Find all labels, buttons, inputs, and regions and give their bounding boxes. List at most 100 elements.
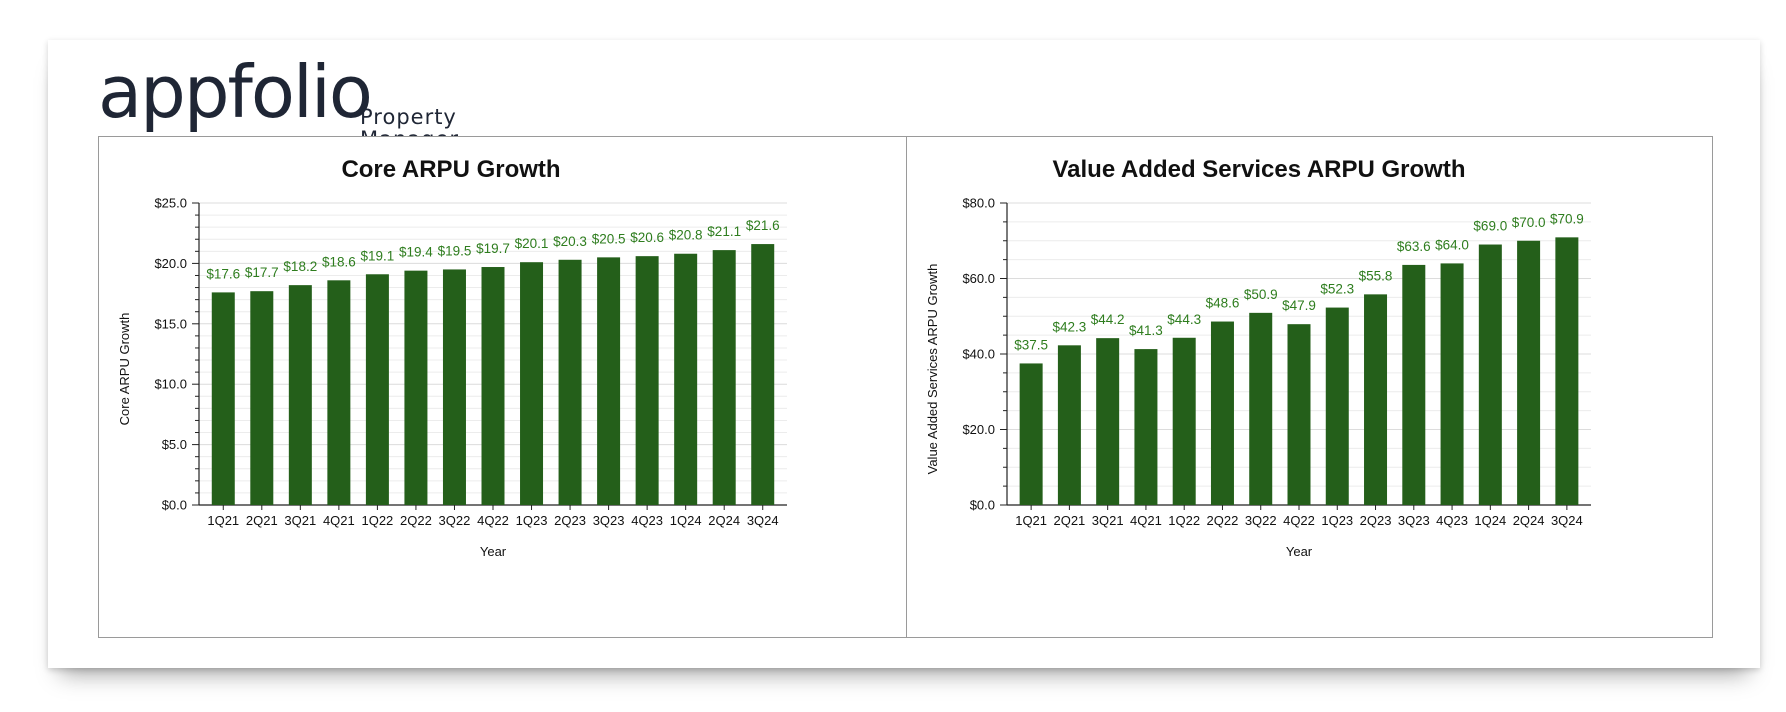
y-axis-title: Core ARPU Growth [117,313,132,426]
bar-3q22 [1249,312,1273,505]
x-tick-label: 3Q23 [1398,513,1430,528]
bar-4q21 [327,280,351,505]
x-tick-label: 1Q22 [361,513,393,528]
bar-value-label: $19.5 [438,243,472,258]
y-tick-label: $10.0 [154,377,187,392]
chart-card: appfolio Property Manager Core ARPU Grow… [48,40,1760,668]
x-tick-label: 1Q23 [516,513,548,528]
bar-value-label: $18.6 [322,254,356,269]
bar-3q23 [597,257,621,505]
logo-subtitle-line1: Property [360,105,457,129]
x-tick-label: 2Q21 [246,513,278,528]
x-tick-label: 3Q24 [1551,513,1583,528]
bar-3q24 [751,244,775,505]
logo-wordmark: appfolio [98,50,373,134]
bar-value-label: $64.0 [1435,237,1469,252]
bar-2q22 [1210,321,1234,505]
x-tick-label: 1Q23 [1321,513,1353,528]
chart-title: Core ARPU Growth [341,156,560,183]
bar-1q24 [674,253,698,505]
x-tick-label: 3Q23 [593,513,625,528]
bar-value-label: $44.3 [1167,312,1201,327]
x-tick-label: 4Q22 [477,513,509,528]
bar-2q24 [1517,240,1541,505]
bar-1q23 [1325,307,1349,505]
bar-2q22 [404,270,428,505]
bar-value-label: $19.7 [476,241,510,256]
x-tick-label: 4Q23 [1436,513,1468,528]
x-tick-label: 2Q22 [400,513,432,528]
bar-value-label: $17.7 [245,265,279,280]
bar-value-label: $47.9 [1282,298,1316,313]
x-tick-label: 3Q24 [747,513,779,528]
bar-3q21 [1096,338,1120,505]
bar-value-label: $20.3 [553,234,587,249]
bar-value-label: $21.6 [746,218,780,233]
x-tick-label: 2Q24 [708,513,740,528]
bar-2q23 [558,259,582,505]
bar-value-label: $42.3 [1053,319,1087,334]
bar-value-label: $70.9 [1550,211,1584,226]
bar-value-label: $50.9 [1244,287,1278,302]
y-tick-label: $40.0 [962,347,995,362]
y-tick-label: $25.0 [154,196,187,211]
x-tick-label: 3Q22 [439,513,471,528]
bar-4q22 [481,267,505,505]
bar-value-label: $37.5 [1014,337,1048,352]
y-tick-label: $20.0 [154,256,187,271]
bar-value-label: $19.1 [361,248,395,263]
x-tick-label: 1Q21 [207,513,239,528]
x-tick-label: 1Q21 [1015,513,1047,528]
bar-value-label: $41.3 [1129,323,1163,338]
bar-2q21 [1057,345,1081,505]
bar-4q23 [635,256,659,505]
x-tick-label: 2Q21 [1053,513,1085,528]
bar-1q23 [520,262,544,505]
panel-divider [906,137,907,637]
x-axis-title: Year [1286,544,1313,559]
x-tick-label: 4Q21 [1130,513,1162,528]
bar-value-label: $19.4 [399,245,433,260]
bar-3q24 [1555,237,1579,505]
bar-value-label: $20.5 [592,231,626,246]
x-tick-label: 1Q22 [1168,513,1200,528]
bar-4q22 [1287,324,1311,505]
bar-3q21 [288,285,312,505]
x-tick-label: 4Q22 [1283,513,1315,528]
chart-title: Value Added Services ARPU Growth [1052,156,1465,183]
y-tick-label: $0.0 [162,498,187,513]
x-tick-label: 1Q24 [1474,513,1506,528]
y-tick-label: $80.0 [962,196,995,211]
bar-value-label: $52.3 [1320,282,1354,297]
bar-value-label: $20.1 [515,236,549,251]
x-tick-label: 2Q22 [1207,513,1239,528]
x-tick-label: 3Q21 [1092,513,1124,528]
core-arpu-chart: Core ARPU Growth $0.0 $5.0 $10.0 $15.0 $20.0 $… [117,156,787,559]
bar-value-label: $21.1 [707,224,741,239]
bar-3q22 [442,269,466,505]
x-tick-label: 3Q21 [284,513,316,528]
x-axis-title: Year [480,544,507,559]
bar-value-label: $55.8 [1359,268,1393,283]
bar-2q24 [712,250,736,505]
charts-container: Core ARPU Growth $0.0 $5.0 $10.0 $15.0 $20.0 $… [98,136,1713,638]
y-tick-label: $0.0 [970,498,995,513]
bar-3q23 [1402,264,1426,505]
bar-4q23 [1440,263,1464,505]
bar-value-label: $48.6 [1206,296,1240,311]
bar-value-label: $20.8 [669,228,703,243]
bar-1q24 [1478,244,1502,505]
x-tick-label: 4Q23 [631,513,663,528]
x-tick-label: 2Q23 [554,513,586,528]
y-tick-label: $20.0 [962,422,995,437]
bar-value-label: $69.0 [1473,219,1507,234]
x-tick-label: 2Q23 [1360,513,1392,528]
y-axis-title: Value Added Services ARPU Growth [925,264,940,475]
y-tick-label: $5.0 [162,437,187,452]
x-tick-label: 1Q24 [670,513,702,528]
x-tick-label: 2Q24 [1513,513,1545,528]
bar-value-label: $17.6 [206,266,240,281]
x-tick-label: 3Q22 [1245,513,1277,528]
bar-value-label: $44.2 [1091,312,1125,327]
bar-value-label: $18.2 [283,259,317,274]
